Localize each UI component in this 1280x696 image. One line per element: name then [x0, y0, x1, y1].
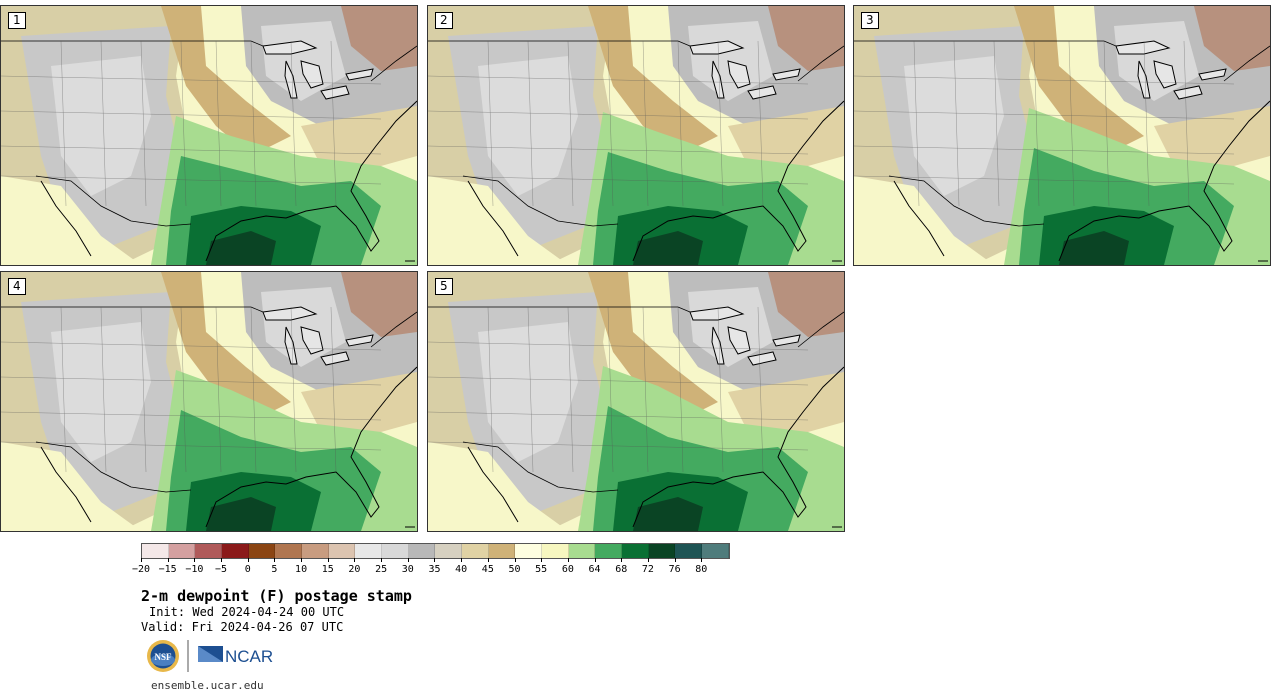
panel-number-label: 3 [861, 12, 879, 29]
colorbar-tick-label: −15 [158, 564, 177, 575]
dewpoint-map [854, 6, 1270, 265]
nsf-logo: NSF [147, 640, 179, 672]
colorbar-tick-label: −10 [185, 564, 204, 575]
colorbar-swatch [408, 544, 436, 558]
colorbar-tick [354, 558, 356, 562]
svg-text:NSF: NSF [154, 652, 172, 662]
dewpoint-map [428, 272, 844, 531]
colorbar-tick [194, 558, 196, 562]
colorbar-tick-label: 68 [615, 564, 628, 575]
colorbar-tick-label: 45 [481, 564, 494, 575]
colorbar-swatch [595, 544, 623, 558]
colorbar [141, 543, 730, 559]
dewpoint-map [1, 6, 417, 265]
colorbar-swatch [142, 544, 169, 558]
panel-number-label: 4 [8, 278, 26, 295]
colorbar-tick-label: 30 [401, 564, 414, 575]
colorbar-tick [274, 558, 276, 562]
colorbar-tick [221, 558, 223, 562]
colorbar-swatch [195, 544, 223, 558]
colorbar-swatch [328, 544, 356, 558]
colorbar-tick [141, 558, 142, 562]
colorbar-ticks: −20 −15 −10 −5 0 5 10 15 20 25 30 35 40 45 50 55 60 64 68 7… [132, 558, 757, 578]
colorbar-tick-label: 15 [321, 564, 334, 575]
colorbar-swatch [222, 544, 249, 558]
colorbar-tick [461, 558, 463, 562]
map-panel-2[interactable]: 2 [427, 5, 845, 266]
colorbar-swatch [488, 544, 516, 558]
map-panel-5[interactable]: 5 [427, 271, 845, 532]
colorbar-swatch [275, 544, 303, 558]
colorbar-tick [301, 558, 303, 562]
colorbar-tick-label: −5 [215, 564, 228, 575]
colorbar-tick [381, 558, 383, 562]
logo-group: NSF NCAR [145, 638, 285, 674]
colorbar-tick-label: 40 [455, 564, 468, 575]
colorbar-swatch [168, 544, 196, 558]
colorbar-swatch [622, 544, 649, 558]
colorbar-tick-label: −20 [131, 564, 151, 575]
colorbar-swatch [382, 544, 409, 558]
ncar-logo: NCAR [198, 646, 273, 666]
colorbar-swatch [515, 544, 543, 558]
colorbar-swatch [248, 544, 276, 558]
colorbar-tick [647, 558, 649, 562]
colorbar-tick-label: 5 [271, 564, 278, 575]
colorbar-tick-label: 76 [668, 564, 681, 575]
colorbar-tick [674, 558, 676, 562]
colorbar-tick [567, 558, 569, 562]
colorbar-tick-label: 80 [695, 564, 708, 575]
colorbar-swatch [462, 544, 489, 558]
colorbar-tick [434, 558, 436, 562]
colorbar-swatch [568, 544, 596, 558]
colorbar-swatch [675, 544, 703, 558]
colorbar-swatch [302, 544, 329, 558]
colorbar-tick [247, 558, 249, 562]
figure-title: 2-m dewpoint (F) postage stamp [141, 587, 412, 605]
colorbar-swatch [542, 544, 569, 558]
colorbar-tick-label: 35 [428, 564, 441, 575]
init-time: Init: Wed 2024-04-24 00 UTC [149, 605, 345, 619]
colorbar-swatch [435, 544, 463, 558]
dewpoint-map [428, 6, 844, 265]
panel-number-label: 1 [8, 12, 26, 29]
colorbar-swatch [702, 544, 729, 558]
colorbar-tick [514, 558, 516, 562]
colorbar-tick [407, 558, 409, 562]
map-panel-4[interactable]: 4 [0, 271, 418, 532]
colorbar-swatch [648, 544, 676, 558]
colorbar-tick-label: 60 [561, 564, 574, 575]
colorbar-swatch [355, 544, 383, 558]
colorbar-tick-label: 0 [244, 564, 251, 575]
dewpoint-map [1, 272, 417, 531]
svg-text:NCAR: NCAR [225, 647, 273, 666]
colorbar-tick-label: 50 [508, 564, 521, 575]
colorbar-tick-label: 10 [295, 564, 308, 575]
panel-number-label: 2 [435, 12, 453, 29]
colorbar-tick [327, 558, 329, 562]
colorbar-tick [621, 558, 623, 562]
map-panel-1[interactable]: 1 [0, 5, 418, 266]
colorbar-tick [487, 558, 489, 562]
colorbar-tick-label: 20 [348, 564, 361, 575]
colorbar-tick-label: 64 [588, 564, 601, 575]
colorbar-tick-label: 55 [535, 564, 548, 575]
website-url: ensemble.ucar.edu [151, 679, 264, 692]
colorbar-tick [701, 558, 703, 562]
colorbar-tick-label: 72 [641, 564, 654, 575]
valid-time: Valid: Fri 2024-04-26 07 UTC [141, 620, 344, 634]
map-panel-3[interactable]: 3 [853, 5, 1271, 266]
colorbar-tick [167, 558, 169, 562]
panel-number-label: 5 [435, 278, 453, 295]
colorbar-tick [594, 558, 596, 562]
colorbar-tick-label: 25 [375, 564, 388, 575]
colorbar-tick [541, 558, 543, 562]
